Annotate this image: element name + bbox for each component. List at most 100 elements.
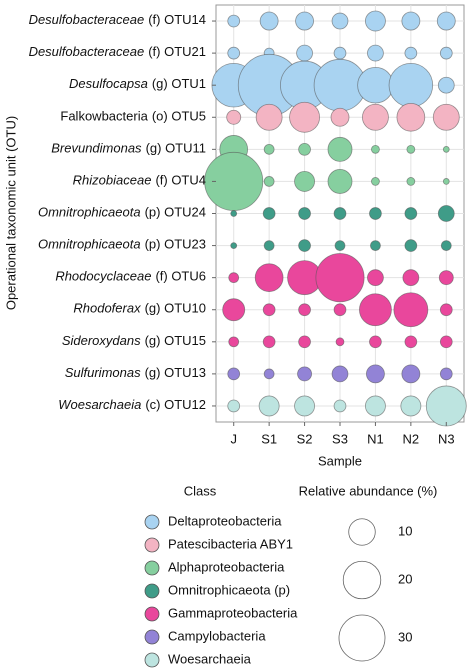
size-legend-circle	[348, 518, 376, 546]
rank-otu: (p) OTU23	[145, 237, 206, 252]
rank-otu: (o) OTU5	[152, 109, 206, 124]
bubble	[294, 395, 315, 417]
x-tick-label: S2	[297, 431, 313, 446]
taxon: Woesarchaeia	[58, 397, 141, 412]
taxon: Desulfocapsa	[69, 77, 148, 92]
legend-swatch	[144, 629, 160, 645]
taxon: Sideroxydans	[62, 333, 141, 348]
bubble	[367, 44, 384, 62]
taxon: Rhodoferax	[73, 301, 141, 316]
bubble	[262, 303, 276, 317]
rank-otu: (f) OTU14	[148, 12, 206, 27]
bubble	[333, 303, 347, 317]
bubble	[393, 292, 429, 328]
x-tick-label: J	[230, 431, 237, 446]
class-legend-title: Class	[184, 483, 217, 498]
x-tick-label: N3	[438, 431, 455, 446]
bubble	[228, 272, 240, 284]
taxon: Rhizobiaceae	[73, 173, 152, 188]
rank-otu: (g) OTU13	[145, 365, 206, 380]
size-legend-title: Relative abundance (%)	[299, 483, 438, 498]
bubble	[404, 46, 418, 60]
bubble	[371, 177, 380, 186]
bubble	[442, 145, 450, 153]
bubble	[439, 367, 453, 381]
rank-otu: (g) OTU11	[146, 141, 206, 156]
bubble	[362, 103, 389, 131]
bubble	[402, 269, 420, 287]
legend-label: Campylobacteria	[168, 628, 266, 643]
bubble	[298, 143, 311, 156]
bubble	[365, 395, 386, 417]
bubble	[227, 46, 241, 60]
bubble	[296, 44, 313, 62]
bubble	[255, 103, 283, 131]
x-tick-label: S3	[332, 431, 348, 446]
bubble	[396, 102, 426, 132]
bubbles	[204, 10, 467, 427]
bubble	[331, 12, 349, 30]
y-tick-label: Omnitrophicaeota (p) OTU23	[38, 237, 206, 252]
bubble	[295, 11, 314, 31]
legend-label: Omnitrophicaeota (p)	[168, 582, 290, 597]
x-tick-label: N1	[367, 431, 384, 446]
bubble	[401, 11, 421, 31]
size-legend-circle	[342, 560, 382, 600]
bubble	[357, 66, 394, 104]
legend-swatch	[144, 583, 160, 599]
size-legend-label: 30	[398, 629, 412, 644]
bubble	[222, 298, 246, 322]
bubble	[227, 399, 241, 413]
bubble	[366, 364, 385, 384]
bubble	[263, 240, 275, 251]
bubble	[359, 293, 392, 327]
y-tick-label: Sulfurimonas (g) OTU13	[65, 365, 206, 380]
bubble	[437, 76, 455, 94]
bubble	[432, 103, 460, 131]
y-tick-label: Rhodoferax (g) OTU10	[73, 301, 206, 316]
bubble	[258, 395, 280, 417]
rank-otu: (g) OTU15	[145, 333, 206, 348]
bubble	[370, 240, 381, 251]
taxon: Rhodocyclaceae	[55, 269, 151, 284]
legend-label: Patescibacteria ABY1	[168, 536, 293, 551]
bubble	[298, 303, 311, 317]
legend-swatch	[144, 514, 160, 530]
rank-otu: (f) OTU4	[155, 173, 206, 188]
bubble	[333, 46, 347, 60]
bubble	[289, 101, 320, 133]
bubble	[333, 399, 347, 413]
bubble	[371, 144, 380, 154]
taxon: Brevundimonas	[51, 141, 142, 156]
legend-label: Deltaproteobacteria	[168, 513, 282, 528]
bubble	[294, 170, 315, 192]
size-legend-label: 20	[398, 571, 412, 586]
y-tick-label: Rhizobiaceae (f) OTU4	[73, 173, 206, 188]
bubble	[406, 177, 416, 186]
bubble	[369, 207, 382, 220]
y-tick-label: Woesarchaeia (c) OTU12	[58, 397, 206, 412]
legend-label: Gammaproteobacteria	[168, 605, 298, 620]
bubble	[438, 270, 454, 286]
y-tick-label: Desulfocapsa (g) OTU1	[69, 77, 206, 92]
bubble	[228, 336, 240, 348]
bubble	[327, 168, 353, 194]
y-tick-label: Brevundimonas (g) OTU11	[51, 141, 206, 156]
size-legend-circle	[338, 614, 386, 662]
taxon: Sulfurimonas	[65, 365, 141, 380]
legend-swatch	[144, 606, 160, 622]
taxon: Omnitrophicaeota	[38, 205, 141, 220]
bubble	[254, 263, 284, 292]
bubble	[334, 240, 346, 251]
bubble	[401, 364, 421, 384]
taxon: Desulfobacteraceae	[29, 45, 145, 60]
bubble	[330, 107, 350, 127]
y-tick-label: Sideroxydans (g) OTU15	[62, 333, 206, 348]
x-tick-label: S1	[261, 431, 277, 446]
bubble	[404, 335, 418, 349]
legend-label: Woesarchaeia	[168, 651, 252, 666]
bubble	[439, 335, 453, 349]
bubble	[436, 11, 456, 31]
rank-otu: (p) OTU24	[145, 205, 206, 220]
